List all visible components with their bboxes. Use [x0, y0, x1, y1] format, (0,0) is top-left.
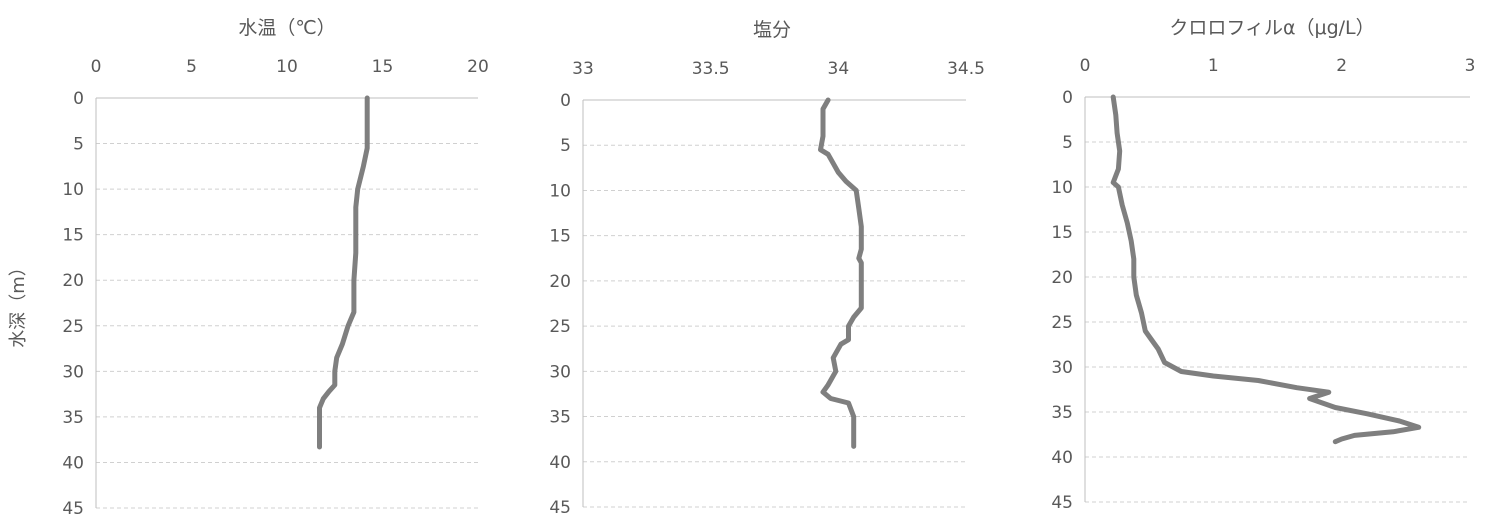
x-tick-label: 15 — [372, 57, 394, 77]
chart-title: クロロフィルα（μg/L） — [1169, 17, 1374, 39]
x-tick-label: 1 — [1208, 56, 1219, 76]
chart-panel-1: 水温（℃） 0 5 10 15 20 25 30 35 40 45 0 5 10 15 20 水深（m） — [8, 17, 489, 519]
y-tick-label: 30 — [549, 362, 571, 382]
y-tick-label: 35 — [1051, 403, 1073, 423]
chart-panel-2: 塩分 0 5 10 15 20 25 30 35 40 45 33 33.5 34 34.5 — [549, 19, 985, 518]
x-tick-label: 34 — [828, 59, 850, 79]
y-tick-label: 20 — [549, 272, 571, 292]
y-tick-label: 15 — [62, 226, 84, 246]
y-tick-label: 25 — [62, 317, 84, 337]
y-tick-label: 15 — [549, 227, 571, 247]
y-tick-label: 15 — [1051, 223, 1073, 243]
x-tick-label: 0 — [91, 57, 102, 77]
y-tick-label: 30 — [62, 362, 84, 382]
y-tick-label: 40 — [62, 453, 84, 473]
y-tick-label: 0 — [560, 91, 571, 111]
x-tick-label: 10 — [276, 57, 298, 77]
series-line — [1110, 94, 1422, 445]
y-tick-label: 10 — [549, 181, 571, 201]
chart-title: 水温（℃） — [238, 17, 335, 39]
y-tick-label: 25 — [549, 317, 571, 337]
y-tick-label: 0 — [1062, 88, 1073, 108]
x-tick-label: 34.5 — [947, 59, 985, 79]
y-tick-label: 25 — [1051, 313, 1073, 333]
y-tick-label: 40 — [1051, 448, 1073, 468]
x-tick-label: 5 — [186, 57, 197, 77]
x-tick-label: 20 — [467, 57, 489, 77]
y-tick-label: 10 — [1051, 178, 1073, 198]
y-tick-label: 45 — [1051, 493, 1073, 513]
y-tick-label: 10 — [62, 180, 84, 200]
y-tick-label: 40 — [549, 453, 571, 473]
y-tick-label: 5 — [73, 135, 84, 155]
y-tick-label: 20 — [62, 271, 84, 291]
y-tick-label: 30 — [1051, 358, 1073, 378]
series-line — [818, 97, 864, 449]
series-line — [317, 95, 370, 450]
x-tick-label: 2 — [1336, 56, 1347, 76]
y-tick-label: 45 — [62, 499, 84, 515]
y-tick-label: 35 — [62, 408, 84, 428]
x-tick-label: 0 — [1080, 56, 1091, 76]
x-tick-label: 33 — [572, 59, 594, 79]
y-tick-label: 5 — [1062, 133, 1073, 153]
y-axis-label: 水深（m） — [8, 258, 29, 348]
y-tick-label: 20 — [1051, 268, 1073, 288]
x-tick-label: 3 — [1465, 56, 1476, 76]
chart-panel-3: クロロフィルα（μg/L） 0 5 10 15 20 25 30 35 40 45 0 1 2 3 — [1051, 17, 1475, 513]
y-tick-label: 0 — [73, 89, 84, 109]
chart-title: 塩分 — [753, 19, 791, 41]
y-tick-label: 5 — [560, 136, 571, 156]
x-tick-label: 33.5 — [692, 59, 730, 79]
y-tick-label: 35 — [549, 408, 571, 428]
y-tick-label: 45 — [549, 498, 571, 515]
